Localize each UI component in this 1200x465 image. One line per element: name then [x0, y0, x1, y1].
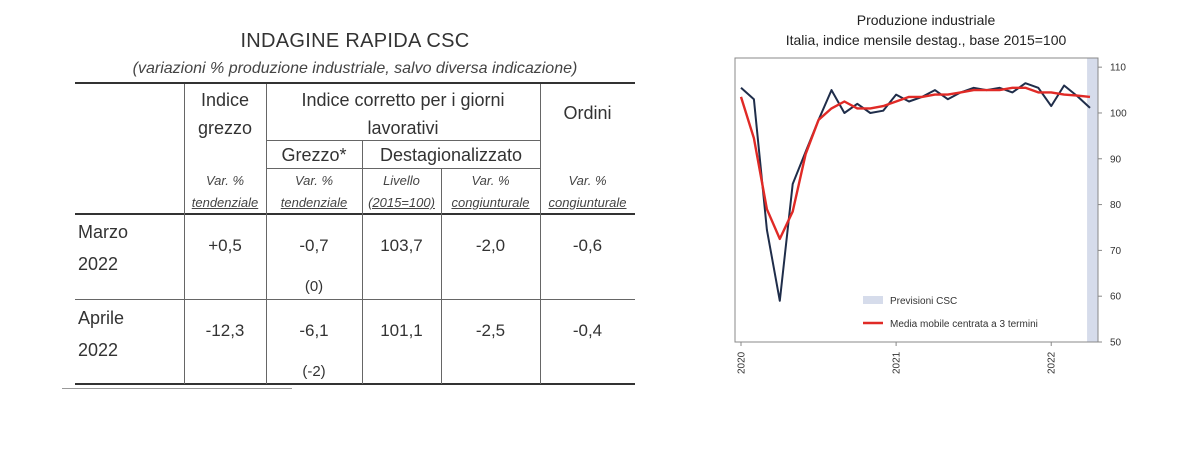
table-row-label: Aprile 2022 [78, 308, 125, 360]
y-tick-label: 80 [1110, 200, 1122, 211]
vline-4 [441, 168, 442, 384]
y-tick-label: 110 [1110, 63, 1126, 74]
y-tick-label: 70 [1110, 246, 1122, 257]
row2-destag-var: -2,5 [475, 321, 506, 340]
y-tick-label: 50 [1110, 338, 1122, 349]
vline-1 [184, 84, 185, 384]
series-line-moving-average [739, 86, 1091, 241]
subgroup-rule-2 [266, 168, 540, 169]
header-bottom-rule [75, 213, 635, 215]
row1-grezzo: +0,5 [208, 236, 242, 255]
top-rule [75, 82, 635, 84]
footnote-rule [62, 388, 292, 389]
subheader-col1: Var. % tendenziale [191, 173, 259, 210]
row1-corr-grezzo: -0,7 [299, 236, 329, 255]
header-destagionalizzato: Destagionalizzato [379, 145, 523, 165]
bottom-rule [75, 383, 635, 385]
row1-corr-note: (0) [304, 278, 324, 295]
plot-frame [734, 57, 1099, 343]
row1-livello: 103,7 [380, 236, 423, 255]
x-tick-label: 2022 [1047, 351, 1058, 374]
header-indice-corretto: Indice corretto per i giorni lavorativi [301, 90, 505, 138]
header-grezzo-star: Grezzo* [281, 145, 347, 165]
subheader-col2: Var. % tendenziale [280, 173, 348, 210]
y-tick-label: 100 [1110, 108, 1127, 119]
subheader-col4: Var. % congiunturale [451, 173, 530, 210]
chart-subtitle: Italia, indice mensile destag., base 201… [785, 32, 1067, 48]
x-tick-label: 2021 [892, 351, 903, 374]
row2-corr-grezzo: -6,1 [299, 321, 329, 340]
production-chart: 50 60 70 80 90 100 110 2020 2021 2022 Previsioni C… [700, 0, 1180, 465]
forecast-band [1087, 58, 1098, 342]
row2-livello: 101,1 [380, 321, 423, 340]
legend-swatch-forecast [863, 296, 883, 304]
table-subtitle: (variazioni % produzione industriale, sa… [132, 60, 578, 77]
row2-grezzo: -12,3 [205, 321, 245, 340]
row1-destag-var: -2,0 [475, 236, 506, 255]
y-tick-label: 60 [1110, 292, 1122, 303]
row2-corr-note: (-2) [302, 363, 326, 380]
subheader-col3: Livello (2015=100) [368, 173, 435, 210]
header-ordini: Ordini [563, 103, 612, 123]
vline-5 [540, 84, 541, 384]
series-line-production [740, 82, 1091, 302]
row1-ordini: -0,6 [572, 236, 603, 255]
x-tick-label: 2020 [737, 351, 748, 374]
table-row-label: Marzo 2022 [78, 222, 129, 274]
legend-label-forecast: Previsioni CSC [890, 296, 957, 307]
row2-ordini: -0,4 [572, 321, 603, 340]
survey-table: INDAGINE RAPIDA CSC (variazioni % produz… [62, 30, 635, 389]
subheader-col5: Var. % congiunturale [548, 173, 627, 210]
legend-label-moving-average: Media mobile centrata a 3 termini [890, 319, 1038, 330]
chart-canvas: 50 60 70 80 90 100 110 2020 2021 2022 Previsioni C… [734, 57, 1127, 374]
header-indice-grezzo: Indice grezzo [197, 90, 253, 138]
chart-title: Produzione industriale [856, 12, 996, 28]
vline-3 [362, 140, 363, 384]
table-title: INDAGINE RAPIDA CSC [240, 30, 470, 52]
vline-2 [266, 84, 267, 384]
subgroup-rule [266, 140, 540, 141]
y-tick-label: 90 [1110, 154, 1122, 165]
row-divider [75, 299, 635, 300]
